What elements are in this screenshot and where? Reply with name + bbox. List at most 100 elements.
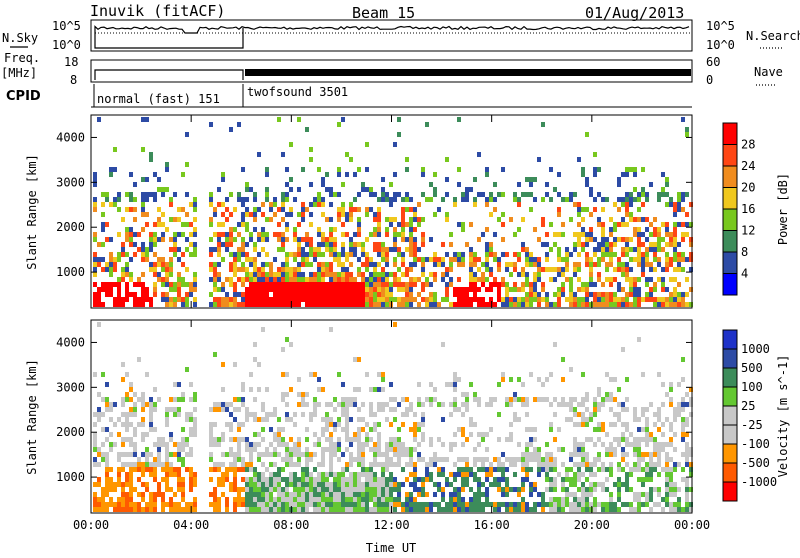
velocity-cell [549,502,553,507]
velocity-cell [365,482,369,487]
velocity-cell [181,487,185,492]
velocity-cell [285,482,289,487]
power-cell [209,302,213,307]
power-cell [357,292,361,297]
velocity-cell [641,482,645,487]
power-cell [189,287,193,292]
power-cell [617,182,621,187]
velocity-cell [229,422,233,427]
power-cell [265,237,269,242]
velocity-cell [349,502,353,507]
power-cell [497,267,501,272]
power-cell [101,287,105,292]
velocity-cell [681,402,685,407]
power-cell [653,242,657,247]
velocity-cell [609,397,613,402]
power-cell [281,247,285,252]
velocity-cell [689,467,693,472]
velocity-cell [553,342,557,347]
velocity-cell [665,452,669,457]
velocity-cell [485,467,489,472]
velocity-cell [97,392,101,397]
power-cell [317,297,321,302]
velocity-colorbar-swatch [723,425,737,444]
power-cell [421,257,425,262]
velocity-cell [473,397,477,402]
power-cell [493,257,497,262]
power-cell [677,252,681,257]
velocity-cell [145,432,149,437]
velocity-cell [149,452,153,457]
power-cell [253,302,257,307]
power-cell [341,252,345,257]
power-cell [281,302,285,307]
velocity-cell [465,507,469,512]
power-cell [649,232,653,237]
velocity-cell [569,397,573,402]
power-cell [237,302,241,307]
velocity-cell [653,452,657,457]
velocity-cell [661,447,665,452]
power-cell [673,222,677,227]
velocity-cell [653,467,657,472]
noise-left-bottom: 10^0 [52,38,81,52]
power-cell [389,182,393,187]
power-cell [529,182,533,187]
velocity-cell [517,507,521,512]
power-cell [409,252,413,257]
power-cell [101,222,105,227]
velocity-cell [513,417,517,422]
velocity-cell [337,417,341,422]
velocity-cell [329,447,333,452]
velocity-cell [609,492,613,497]
velocity-cell [433,492,437,497]
power-cell [621,197,625,202]
velocity-cell [289,417,293,422]
velocity-cell [245,467,249,472]
power-cell [293,302,297,307]
velocity-cell [629,432,633,437]
velocity-cell [533,487,537,492]
velocity-cell [593,427,597,432]
power-cell [557,287,561,292]
power-cell [657,242,661,247]
velocity-cell [457,407,461,412]
velocity-cell [273,482,277,487]
velocity-cell [297,402,301,407]
power-cell [665,182,669,187]
power-cell [677,292,681,297]
velocity-cell [169,397,173,402]
power-cell [481,192,485,197]
power-cell [565,277,569,282]
power-cell [129,172,133,177]
velocity-cell [413,472,417,477]
velocity-cell [241,437,245,442]
velocity-cell [541,507,545,512]
power-cell [169,237,173,242]
velocity-cell [493,397,497,402]
velocity-cell [617,477,621,482]
power-cell [505,267,509,272]
velocity-cell [181,447,185,452]
velocity-cell [261,417,265,422]
power-cell [653,217,657,222]
power-cell [597,292,601,297]
velocity-cell [405,492,409,497]
power-cell [237,122,241,127]
velocity-cell [357,447,361,452]
power-cell [93,237,97,242]
power-cell [445,272,449,277]
velocity-cell [685,487,689,492]
velocity-cell [625,437,629,442]
velocity-cell [293,452,297,457]
velocity-cell [581,457,585,462]
power-cell [381,287,385,292]
power-cell [581,287,585,292]
power-cell [305,237,309,242]
velocity-cell [505,402,509,407]
power-cell [337,302,341,307]
power-cell [553,242,557,247]
velocity-cell [645,417,649,422]
power-cell [237,257,241,262]
power-cell [253,212,257,217]
